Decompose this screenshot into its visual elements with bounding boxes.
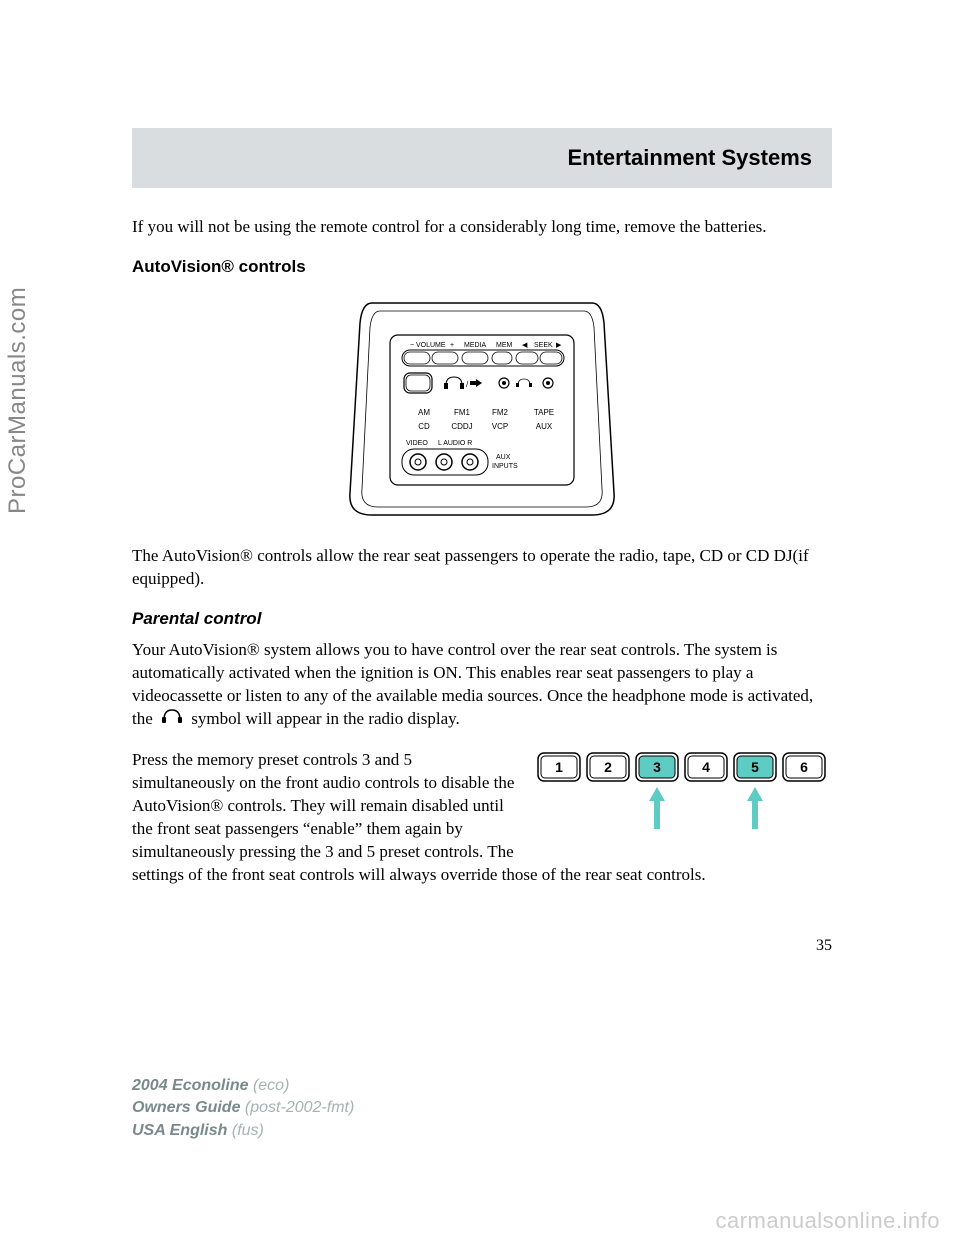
watermark-left: ProCarManuals.com [4, 287, 32, 514]
diagram-seek-label: SEEK [534, 342, 553, 349]
diagram-mem-label: MEM [496, 342, 513, 349]
footer-3-light: (fus) [232, 1122, 264, 1139]
diagram-seek-right: ▶ [556, 342, 562, 349]
diagram-aux-inputs2: INPUTS [492, 463, 518, 470]
page-number: 35 [132, 937, 832, 955]
autovision-diagram-container: − VOLUME + MEDIA MEM ◀ SEEK ▶ [132, 293, 832, 523]
preset-arrow-3 [649, 787, 665, 829]
page-content: Entertainment Systems If you will not be… [132, 128, 832, 1142]
headphone-icon [161, 708, 183, 731]
footer-line-2: Owners Guide (post-2002-fmt) [132, 1097, 832, 1119]
diagram-volume-plus: + [450, 342, 454, 349]
diagram-vcp: VCP [492, 422, 508, 431]
diagram-am: AM [418, 408, 430, 417]
para-parental-1: Your AutoVision® system allows you to ha… [132, 639, 832, 731]
diagram-audio-label: L AUDIO R [438, 440, 472, 447]
preset-label-1: 1 [555, 759, 563, 775]
diagram-fm2: FM2 [492, 408, 509, 417]
diagram-cd: CD [418, 422, 430, 431]
preset-label-6: 6 [800, 759, 808, 775]
preset-label-3: 3 [653, 759, 661, 775]
preset-label-5: 5 [751, 759, 759, 775]
section-heading-autovision: AutoVision® controls [132, 257, 832, 277]
footer: 2004 Econoline (eco) Owners Guide (post-… [132, 1075, 832, 1142]
subsection-parental-control: Parental control [132, 609, 832, 629]
diagram-aux: AUX [536, 422, 553, 431]
footer-1-light: (eco) [253, 1077, 289, 1094]
diagram-aux-inputs1: AUX [496, 454, 511, 461]
para-parental-1b: symbol will appear in the radio display. [191, 709, 459, 728]
preset-label-2: 2 [604, 759, 612, 775]
preset-paragraph-wrap: 123456 Press the memory preset controls … [132, 749, 832, 887]
preset-label-4: 4 [702, 759, 710, 775]
footer-2-light: (post-2002-fmt) [245, 1099, 354, 1116]
diagram-video-label: VIDEO [406, 440, 428, 447]
preset-arrow-5 [747, 787, 763, 829]
watermark-bottom: carmanualsonline.info [715, 1208, 940, 1234]
main-content: If you will not be using the remote cont… [132, 188, 832, 1142]
diagram-seek-left: ◀ [522, 342, 528, 349]
intro-paragraph: If you will not be using the remote cont… [132, 216, 832, 239]
footer-3-bold: USA English [132, 1122, 227, 1139]
diagram-cddj: CDDJ [451, 422, 472, 431]
page-title: Entertainment Systems [567, 145, 812, 171]
diagram-fm1: FM1 [454, 408, 471, 417]
preset-buttons-diagram: 1 2 3 4 5 6 [532, 749, 832, 844]
diagram-volume-label: VOLUME [416, 342, 446, 349]
para-after-diagram: The AutoVision® controls allow the rear … [132, 545, 832, 591]
footer-1-bold: 2004 Econoline [132, 1077, 249, 1094]
autovision-diagram: − VOLUME + MEDIA MEM ◀ SEEK ▶ [342, 293, 622, 523]
diagram-volume-minus: − [410, 342, 414, 349]
footer-line-3: USA English (fus) [132, 1120, 832, 1142]
diagram-tape: TAPE [534, 408, 554, 417]
footer-2-bold: Owners Guide [132, 1099, 240, 1116]
diagram-media-label: MEDIA [464, 342, 487, 349]
header-band: Entertainment Systems [132, 128, 832, 188]
footer-line-1: 2004 Econoline (eco) [132, 1075, 832, 1097]
